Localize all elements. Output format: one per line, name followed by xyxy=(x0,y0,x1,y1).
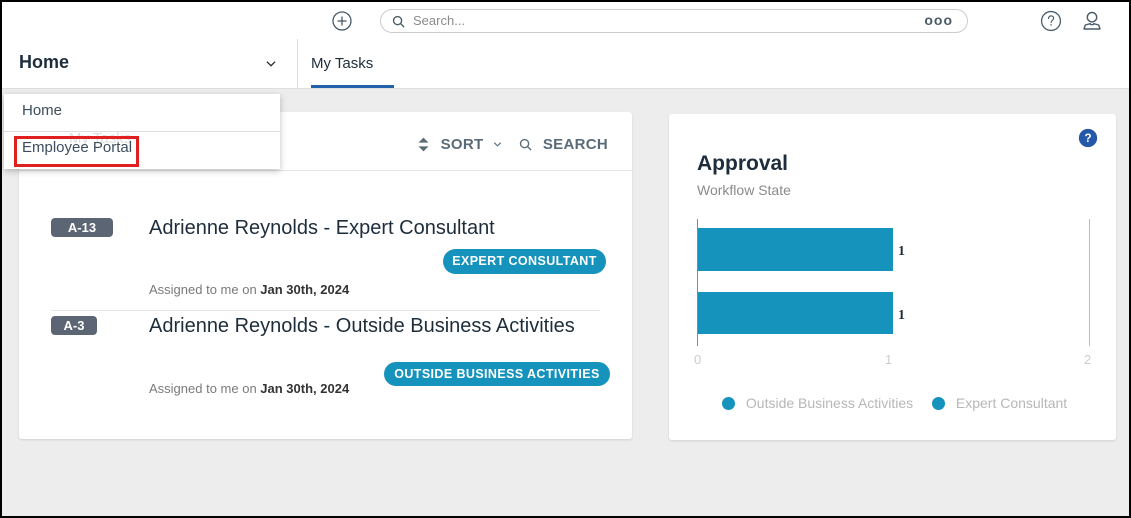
svg-text:?: ? xyxy=(1084,132,1091,145)
